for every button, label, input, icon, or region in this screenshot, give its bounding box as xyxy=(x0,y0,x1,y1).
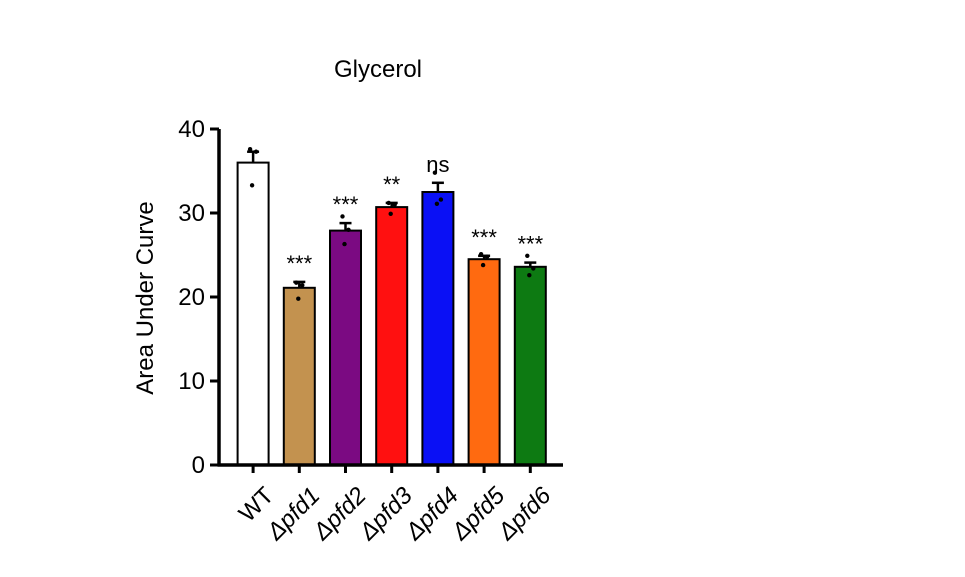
x-tick-label: Δpfd6 xyxy=(492,482,557,547)
x-tick-label: Δpfd3 xyxy=(354,482,419,547)
data-point xyxy=(393,202,397,206)
y-tick-label: 10 xyxy=(178,368,205,395)
y-tick-label: 20 xyxy=(178,284,205,311)
bar-group-1 xyxy=(238,147,269,465)
x-tick-label: Δpfd4 xyxy=(400,482,464,546)
bar-group-3 xyxy=(330,214,361,465)
chart-title: Glycerol xyxy=(334,56,422,83)
data-point xyxy=(527,273,531,277)
x-tick-label: Δpfd1 xyxy=(261,482,325,546)
bar xyxy=(238,163,269,465)
y-tick-label: 30 xyxy=(178,200,205,227)
data-point xyxy=(254,150,258,154)
bar-group-6 xyxy=(469,252,500,465)
data-point xyxy=(439,197,443,201)
x-tick-label: Δpfd5 xyxy=(446,482,511,547)
bar xyxy=(284,288,315,465)
bar xyxy=(330,231,361,465)
y-axis-label: Area Under Curve xyxy=(132,201,159,394)
data-point xyxy=(531,266,535,270)
y-tick-label: 0 xyxy=(192,452,205,479)
data-point xyxy=(479,252,483,256)
data-point xyxy=(346,228,350,232)
data-point xyxy=(296,297,300,301)
bar-group-4 xyxy=(376,201,407,465)
bar-group-2 xyxy=(284,281,315,466)
x-tick-label: Δpfd2 xyxy=(307,482,371,546)
bar-group-5 xyxy=(422,171,453,466)
bar xyxy=(515,267,546,465)
data-point xyxy=(485,255,489,259)
data-point xyxy=(435,202,439,206)
significance-label: *** xyxy=(517,232,543,257)
bar-group-7 xyxy=(515,254,546,465)
data-point xyxy=(248,147,252,151)
data-point xyxy=(294,281,298,285)
data-point xyxy=(481,263,485,267)
bar-chart: Glycerol Area Under Curve WT***Δpfd1***Δ… xyxy=(0,0,965,572)
data-point xyxy=(387,201,391,205)
significance-label: ** xyxy=(383,172,401,197)
data-point xyxy=(300,283,304,287)
chart-figure: Glycerol Area Under Curve WT *** Δpfd1 *** Δ… xyxy=(0,0,965,572)
significance-label: *** xyxy=(471,225,497,250)
data-point xyxy=(389,212,393,216)
data-point xyxy=(342,242,346,246)
significance-label: *** xyxy=(286,251,312,276)
significance-label: ns xyxy=(426,152,449,177)
bar xyxy=(376,207,407,465)
significance-label: *** xyxy=(333,192,359,217)
bar xyxy=(469,259,500,465)
y-tick-label: 40 xyxy=(178,116,205,143)
data-point xyxy=(250,183,254,187)
bar xyxy=(422,192,453,465)
